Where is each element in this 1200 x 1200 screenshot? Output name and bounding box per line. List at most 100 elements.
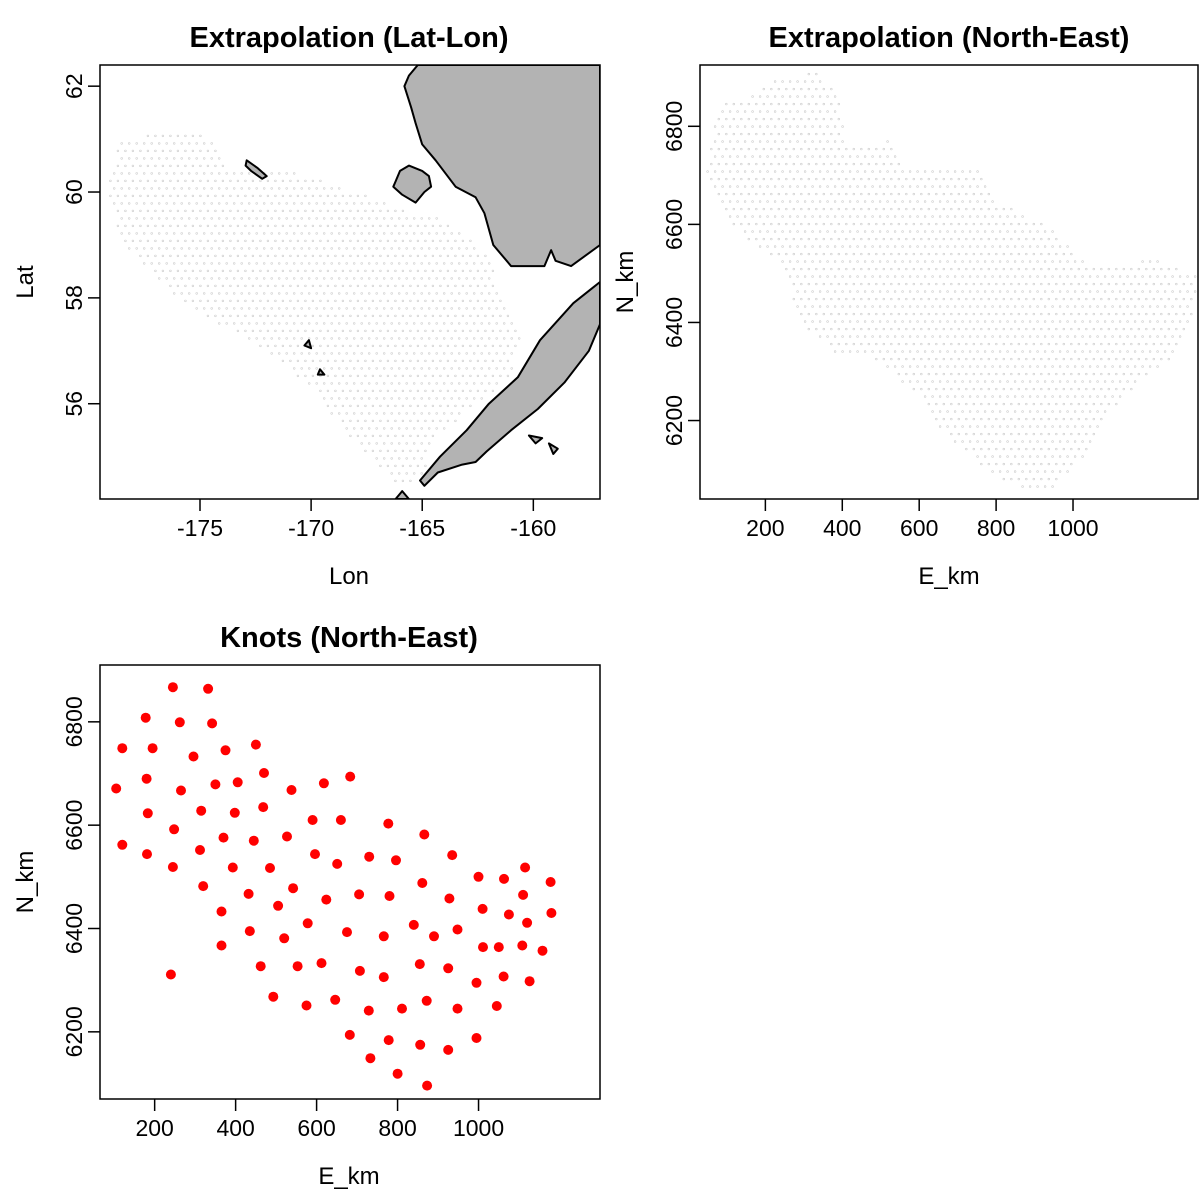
extrapolation-point bbox=[1186, 305, 1189, 308]
extrapolation-point bbox=[803, 95, 807, 98]
extrapolation-point bbox=[180, 247, 183, 250]
extrapolation-point bbox=[732, 147, 735, 151]
extrapolation-point bbox=[398, 277, 401, 280]
extrapolation-point bbox=[424, 224, 427, 228]
knot-point bbox=[478, 942, 488, 953]
extrapolation-point bbox=[465, 307, 468, 310]
extrapolation-point bbox=[1025, 357, 1028, 361]
extrapolation-point bbox=[1051, 260, 1054, 263]
extrapolation-point bbox=[1092, 357, 1096, 361]
knot-point bbox=[444, 893, 455, 904]
extrapolation-point bbox=[803, 260, 807, 263]
extrapolation-point bbox=[751, 125, 754, 128]
extrapolation-point bbox=[401, 239, 405, 243]
knot-point bbox=[273, 900, 284, 911]
extrapolation-point bbox=[150, 172, 153, 175]
extrapolation-point bbox=[266, 179, 270, 183]
extrapolation-point bbox=[424, 404, 427, 408]
extrapolation-point bbox=[446, 254, 450, 258]
extrapolation-point bbox=[368, 292, 371, 295]
extrapolation-point bbox=[815, 297, 818, 301]
extrapolation-point bbox=[394, 314, 397, 318]
extrapolation-point bbox=[368, 247, 371, 250]
extrapolation-point bbox=[957, 387, 960, 391]
extrapolation-point bbox=[364, 359, 367, 363]
extrapolation-point bbox=[736, 215, 739, 218]
extrapolation-point bbox=[443, 382, 446, 385]
extrapolation-point bbox=[1163, 305, 1167, 308]
extrapolation-point bbox=[953, 185, 957, 188]
extrapolation-point bbox=[308, 307, 311, 310]
extrapolation-point bbox=[285, 187, 288, 190]
extrapolation-point bbox=[991, 320, 994, 323]
extrapolation-point bbox=[278, 217, 281, 220]
extrapolation-point bbox=[920, 207, 923, 211]
extrapolation-point bbox=[871, 305, 874, 308]
extrapolation-point bbox=[420, 307, 423, 310]
extrapolation-point bbox=[897, 282, 900, 286]
extrapolation-point bbox=[274, 194, 277, 198]
extrapolation-point bbox=[341, 389, 345, 393]
extrapolation-point bbox=[424, 374, 427, 378]
extrapolation-point bbox=[503, 337, 506, 340]
extrapolation-point bbox=[188, 262, 191, 265]
extrapolation-point bbox=[248, 262, 251, 265]
extrapolation-point bbox=[281, 314, 285, 318]
extrapolation-point bbox=[379, 359, 382, 363]
extrapolation-point bbox=[146, 224, 150, 228]
extrapolation-point bbox=[920, 177, 923, 181]
extrapolation-point bbox=[957, 432, 960, 436]
extrapolation-point bbox=[491, 269, 495, 273]
extrapolation-point bbox=[383, 202, 386, 205]
extrapolation-point bbox=[758, 140, 762, 143]
extrapolation-point bbox=[848, 170, 852, 173]
extrapolation-point bbox=[822, 147, 825, 151]
extrapolation-point bbox=[818, 200, 822, 203]
knot-point bbox=[216, 940, 227, 951]
extrapolation-point bbox=[882, 252, 885, 256]
extrapolation-point bbox=[875, 177, 878, 181]
extrapolation-point bbox=[1171, 290, 1174, 293]
extrapolation-point bbox=[766, 245, 769, 248]
extrapolation-point bbox=[446, 389, 450, 393]
extrapolation-point bbox=[1066, 410, 1069, 413]
knot-point bbox=[422, 1080, 433, 1091]
extrapolation-point bbox=[871, 155, 874, 158]
extrapolation-point bbox=[1051, 275, 1054, 278]
extrapolation-point bbox=[473, 337, 476, 340]
extrapolation-point bbox=[398, 412, 401, 415]
extrapolation-point bbox=[1010, 477, 1013, 481]
extrapolation-point bbox=[1032, 387, 1036, 391]
extrapolation-point bbox=[751, 110, 754, 113]
extrapolation-point bbox=[255, 247, 258, 250]
extrapolation-point bbox=[980, 462, 983, 466]
extrapolation-point bbox=[221, 269, 225, 273]
extrapolation-point bbox=[319, 314, 322, 318]
extrapolation-point bbox=[920, 222, 923, 226]
panel1-title: Extrapolation (Lat-Lon) bbox=[190, 22, 509, 54]
extrapolation-point bbox=[109, 194, 112, 198]
extrapolation-point bbox=[1115, 282, 1118, 286]
extrapolation-point bbox=[811, 215, 814, 218]
extrapolation-point bbox=[214, 194, 217, 198]
extrapolation-point bbox=[368, 397, 371, 400]
extrapolation-point bbox=[1122, 297, 1126, 301]
extrapolation-point bbox=[214, 224, 217, 228]
knot-point bbox=[117, 743, 128, 754]
extrapolation-point bbox=[1025, 372, 1028, 376]
extrapolation-point bbox=[244, 314, 247, 318]
extrapolation-point bbox=[349, 419, 352, 423]
extrapolation-point bbox=[1017, 252, 1020, 256]
extrapolation-point bbox=[1017, 357, 1020, 361]
extrapolation-point bbox=[165, 202, 168, 205]
extrapolation-point bbox=[856, 245, 859, 248]
extrapolation-point bbox=[439, 254, 442, 258]
extrapolation-point bbox=[822, 267, 825, 271]
extrapolation-point bbox=[1085, 417, 1088, 421]
extrapolation-point bbox=[1036, 245, 1039, 248]
extrapolation-point bbox=[938, 380, 942, 383]
knot-point bbox=[188, 751, 199, 762]
land-polygon bbox=[419, 281, 600, 487]
extrapolation-point bbox=[1013, 425, 1017, 428]
extrapolation-point bbox=[856, 170, 859, 173]
